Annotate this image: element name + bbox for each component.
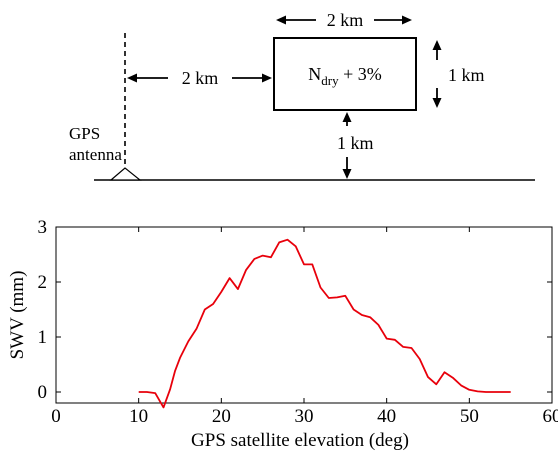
height-arrowhead-bottom [432,98,442,108]
y-tick-label: 2 [38,272,48,293]
axis-tick-labels: 0 10 20 30 40 50 60 0 1 2 3 [38,217,558,427]
x-tick-label: 10 [129,406,148,427]
height-arrowhead-top [432,40,442,50]
refractivity-box-label: Ndry + 3% [308,64,382,88]
gap-arrowhead-top [342,112,352,122]
x-tick-label: 50 [460,406,479,427]
y-tick-label: 1 [38,327,48,348]
x-tick-label: 60 [543,406,558,427]
schematic-diagram: GPS antenna Ndry + 3% 2 km 2 km 1 km 1 k… [69,10,535,181]
width-arrowhead-left [276,15,286,25]
height-label: 1 km [448,65,485,85]
distance-label: 2 km [182,68,219,88]
gap-arrowhead-bottom [342,169,352,179]
gap-label: 1 km [337,133,374,153]
x-tick-label: 40 [377,406,396,427]
y-tick-label: 3 [38,217,48,238]
series-line [138,238,511,409]
refractivity-box [273,37,417,111]
antenna-triangle-icon [109,167,142,181]
distance-arrowhead-right [262,73,272,83]
x-tick-label: 30 [295,406,314,427]
plot-area [55,226,553,404]
x-tick-label: 0 [51,406,61,427]
y-tick-label: 0 [38,382,48,403]
antenna-label-line1: GPS [69,124,100,143]
series-layer [138,238,511,409]
distance-arrowhead-left [127,73,137,83]
width-label: 2 km [327,10,364,30]
x-tick-label: 20 [212,406,231,427]
antenna-label-line2: antenna [69,145,122,164]
axis-ticks [55,226,553,403]
width-arrowhead-right [402,15,412,25]
y-axis-label: SWV (mm) [7,271,28,360]
swv-chart: 0 10 20 30 40 50 60 0 1 2 3 GPS satellite elevatio… [7,217,558,451]
x-axis-label: GPS satellite elevation (deg) [191,430,409,451]
